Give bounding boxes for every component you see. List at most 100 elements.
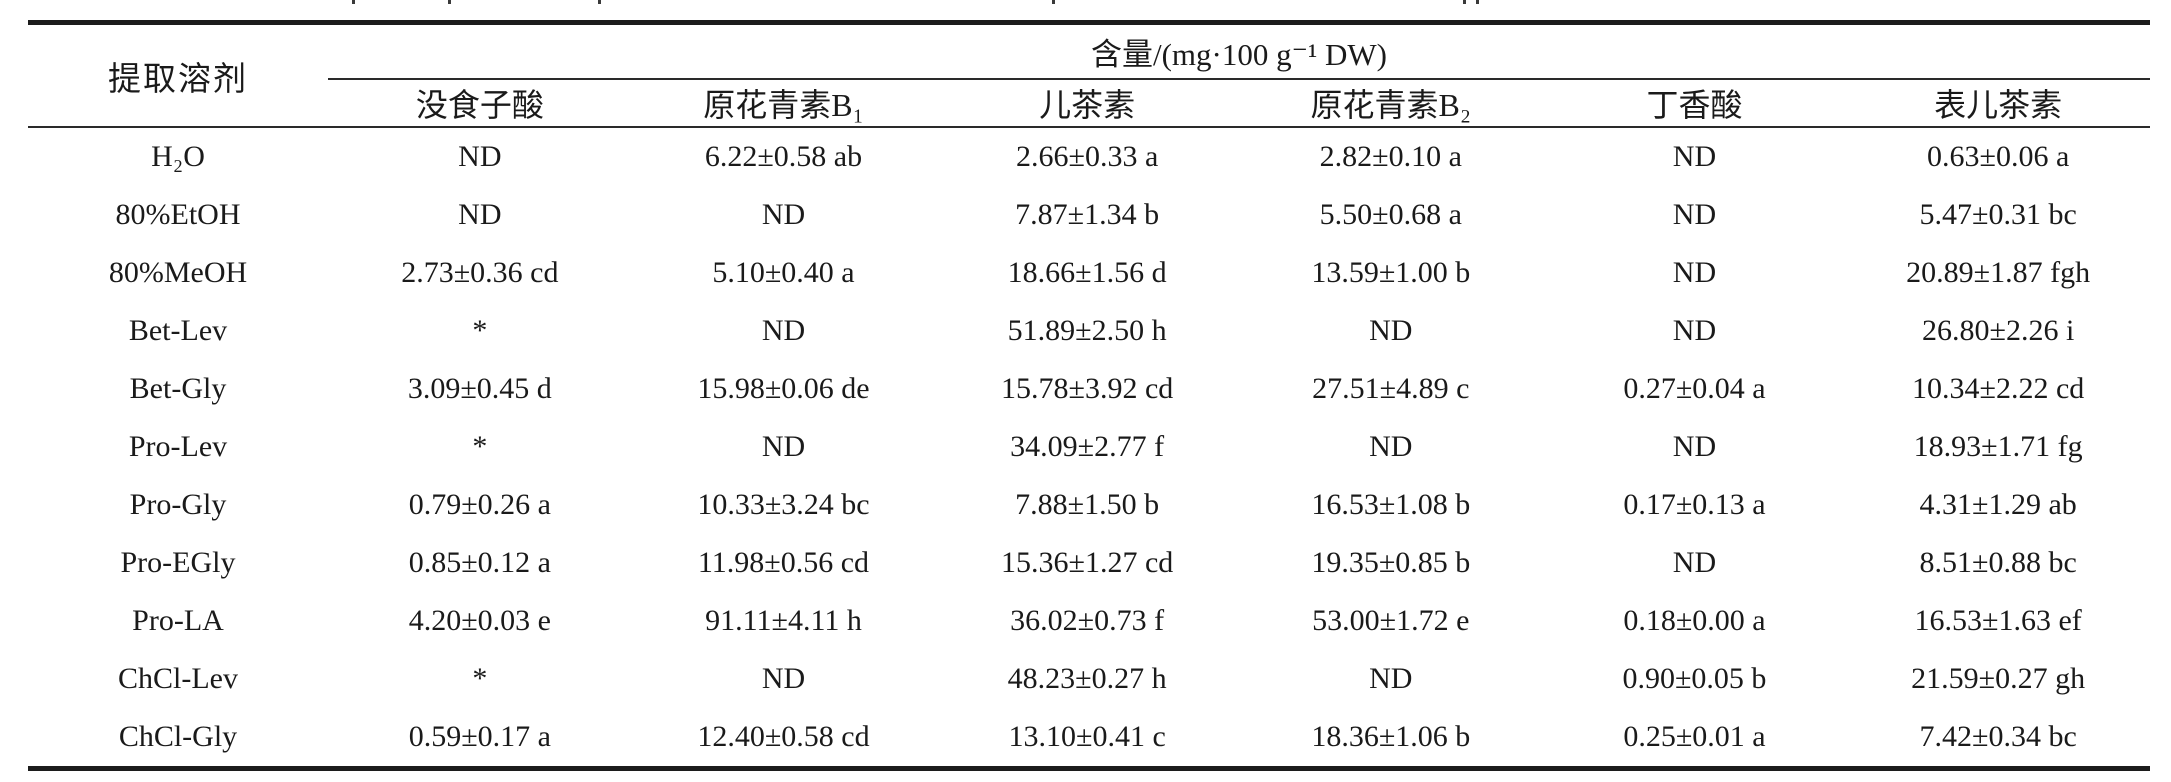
table-cell: 7.42±0.34 bc	[1919, 720, 2077, 753]
table-cell: 15.98±0.06 de	[697, 372, 870, 405]
table-row: ChCl-Lev * ND 48.23±0.27 h ND 0.90±0.05 b 21.5…	[28, 650, 2150, 708]
table-cell: 91.11±4.11 h	[705, 604, 862, 637]
column-header-analyte: 丁香酸	[1542, 79, 1847, 128]
column-header-analyte: 原花青素B₂	[1238, 79, 1543, 128]
table-cell: 26.80±2.26 i	[1921, 314, 2075, 347]
table-cell: ND	[458, 140, 502, 173]
results-table-container: 提取溶剂 含量/(mg·100 g⁻¹ DW) 没食子酸 原花青素B₁ 儿茶素 原花青…	[28, 20, 2150, 771]
table-row: Pro-Lev * ND 34.09±2.77 f ND ND 18.93±1.71 fg	[28, 418, 2150, 476]
table-cell: 19.35±0.85 b	[1311, 546, 1471, 579]
table-cell: 4.20±0.03 e	[408, 604, 551, 637]
table-cell: ND	[1369, 314, 1413, 347]
table-cell: 3.09±0.45 d	[407, 372, 552, 405]
table-cell: 5.10±0.40 a	[712, 256, 855, 289]
cropped-text-fragment	[1476, 0, 1479, 4]
table-cell: 51.89±2.50 h	[1007, 314, 1167, 347]
table-cell: 0.79±0.26 a	[408, 488, 551, 521]
table-cell: 0.59±0.17 a	[408, 720, 551, 753]
table-cell: ND	[1672, 546, 1717, 579]
table-cell: 16.53±1.08 b	[1311, 488, 1471, 521]
table-cell: 21.59±0.27 gh	[1911, 662, 2086, 695]
cropped-text-fragment	[448, 0, 451, 4]
table-cell: 27.51±4.89 c	[1312, 372, 1470, 405]
table-cell: 0.17±0.13 a	[1623, 488, 1766, 521]
table-cell: 12.40±0.58 cd	[697, 720, 870, 753]
table-cell: ND	[1672, 198, 1717, 231]
table-cell: 2.66±0.33 a	[1016, 140, 1159, 173]
table-cell: 36.02±0.73 f	[1010, 604, 1165, 637]
table-cell: ND	[1672, 140, 1717, 173]
table-cell: 20.89±1.87 fgh	[1906, 256, 2091, 289]
table-row: Pro-Gly 0.79±0.26 a 10.33±3.24 bc 7.88±1.50…	[28, 476, 2150, 534]
row-header-solvent: Bet-Lev	[128, 314, 228, 347]
table-cell: ND	[1369, 662, 1413, 695]
cropped-text-fragment	[1052, 0, 1055, 4]
row-header-solvent: 80%MeOH	[108, 256, 248, 289]
table-cell: *	[472, 430, 488, 463]
cropped-text-fragment	[352, 0, 355, 4]
row-header-solvent: ChCl-Gly	[118, 720, 238, 753]
table-header: 提取溶剂 含量/(mg·100 g⁻¹ DW) 没食子酸 原花青素B₁ 儿茶素 原花青…	[28, 22, 2150, 128]
table-cell: 13.10±0.41 c	[1008, 720, 1166, 753]
row-header-solvent: 80%EtOH	[115, 198, 241, 231]
column-header-solvent: 提取溶剂	[28, 22, 328, 128]
table-cell: 0.85±0.12 a	[408, 546, 551, 579]
column-header-analyte: 儿茶素	[935, 79, 1239, 128]
table-cell: 13.59±1.00 b	[1311, 256, 1471, 289]
table-cell: 10.34±2.22 cd	[1912, 372, 2085, 405]
table-cell: 4.31±1.29 ab	[1919, 488, 2077, 521]
table-cell: ND	[1672, 430, 1717, 463]
table-cell: ND	[1369, 430, 1413, 463]
table-row: Pro-LA 4.20±0.03 e 91.11±4.11 h 36.02±0.73 …	[28, 592, 2150, 650]
table-cell: 2.82±0.10 a	[1319, 140, 1462, 173]
table-cell: 34.09±2.77 f	[1010, 430, 1165, 463]
phenolic-content-table: 提取溶剂 含量/(mg·100 g⁻¹ DW) 没食子酸 原花青素B₁ 儿茶素 原花青…	[28, 20, 2150, 771]
row-header-solvent: Pro-EGly	[120, 546, 236, 579]
row-header-solvent: Pro-LA	[132, 604, 224, 637]
group-header-row: 提取溶剂 含量/(mg·100 g⁻¹ DW)	[28, 22, 2150, 128]
row-header-solvent: Pro-Lev	[128, 430, 228, 463]
table-cell: 7.87±1.34 b	[1015, 198, 1160, 231]
table-cell: 18.93±1.71 fg	[1913, 430, 2083, 463]
table-cell: 15.36±1.27 cd	[1001, 546, 1174, 579]
table-cell: ND	[761, 662, 806, 695]
row-header-solvent: Bet-Gly	[129, 372, 227, 405]
table-row: Pro-EGly 0.85±0.12 a 11.98±0.56 cd 15.36±1.…	[28, 534, 2150, 592]
table-cell: 0.25±0.01 a	[1623, 720, 1766, 753]
table-cell: *	[472, 662, 488, 695]
table-row: 80%EtOH ND ND 7.87±1.34 b 5.50±0.68 a ND 5.47±…	[28, 186, 2150, 244]
table-cell: 7.88±1.50 b	[1015, 488, 1160, 521]
table-cell: 5.47±0.31 bc	[1919, 198, 2077, 231]
table-cell: 2.73±0.36 cd	[401, 256, 559, 289]
table-row: Bet-Gly 3.09±0.45 d 15.98±0.06 de 15.78±3.9…	[28, 360, 2150, 418]
table-cell: 0.63±0.06 a	[1927, 140, 2070, 173]
table-row: H₂O ND 6.22±0.58 ab 2.66±0.33 a 2.82±0.10 a N…	[28, 127, 2150, 186]
table-cell: ND	[458, 198, 502, 231]
table-cell: 0.27±0.04 a	[1623, 372, 1766, 405]
table-row: 80%MeOH 2.73±0.36 cd 5.10±0.40 a 18.66±1.56…	[28, 244, 2150, 302]
table-row: ChCl-Gly 0.59±0.17 a 12.40±0.58 cd 13.10±0.…	[28, 708, 2150, 769]
table-cell: 6.22±0.58 ab	[704, 140, 863, 173]
table-cell: 48.23±0.27 h	[1007, 662, 1167, 695]
table-cell: ND	[761, 430, 806, 463]
table-body: H₂O ND 6.22±0.58 ab 2.66±0.33 a 2.82±0.10 a N…	[28, 127, 2150, 769]
table-cell: 8.51±0.88 bc	[1919, 546, 2077, 579]
table-cell: ND	[1672, 256, 1717, 289]
row-header-solvent: Pro-Gly	[129, 488, 227, 521]
table-cell: 11.98±0.56 cd	[697, 546, 870, 579]
cropped-text-fragment	[598, 0, 601, 4]
table-cell: 10.33±3.24 bc	[697, 488, 870, 521]
column-header-analyte: 原花青素B₁	[631, 79, 936, 128]
table-cell: 0.90±0.05 b	[1622, 662, 1767, 695]
column-group-header-content: 含量/(mg·100 g⁻¹ DW)	[328, 22, 2150, 80]
table-cell: 18.66±1.56 d	[1007, 256, 1167, 289]
table-cell: ND	[1672, 314, 1717, 347]
table-cell: 18.36±1.06 b	[1311, 720, 1471, 753]
column-header-analyte: 表儿茶素	[1846, 79, 2150, 128]
analyte-header-row: 没食子酸 原花青素B₁ 儿茶素 原花青素B₂ 丁香酸 表儿茶素	[28, 79, 2150, 128]
table-cell: 15.78±3.92 cd	[1001, 372, 1174, 405]
table-cell: 53.00±1.72 e	[1312, 604, 1470, 637]
table-row: Bet-Lev * ND 51.89±2.50 h ND ND 26.80±2.26 i	[28, 302, 2150, 360]
table-cell: 0.18±0.00 a	[1623, 604, 1766, 637]
table-cell: *	[472, 314, 488, 347]
